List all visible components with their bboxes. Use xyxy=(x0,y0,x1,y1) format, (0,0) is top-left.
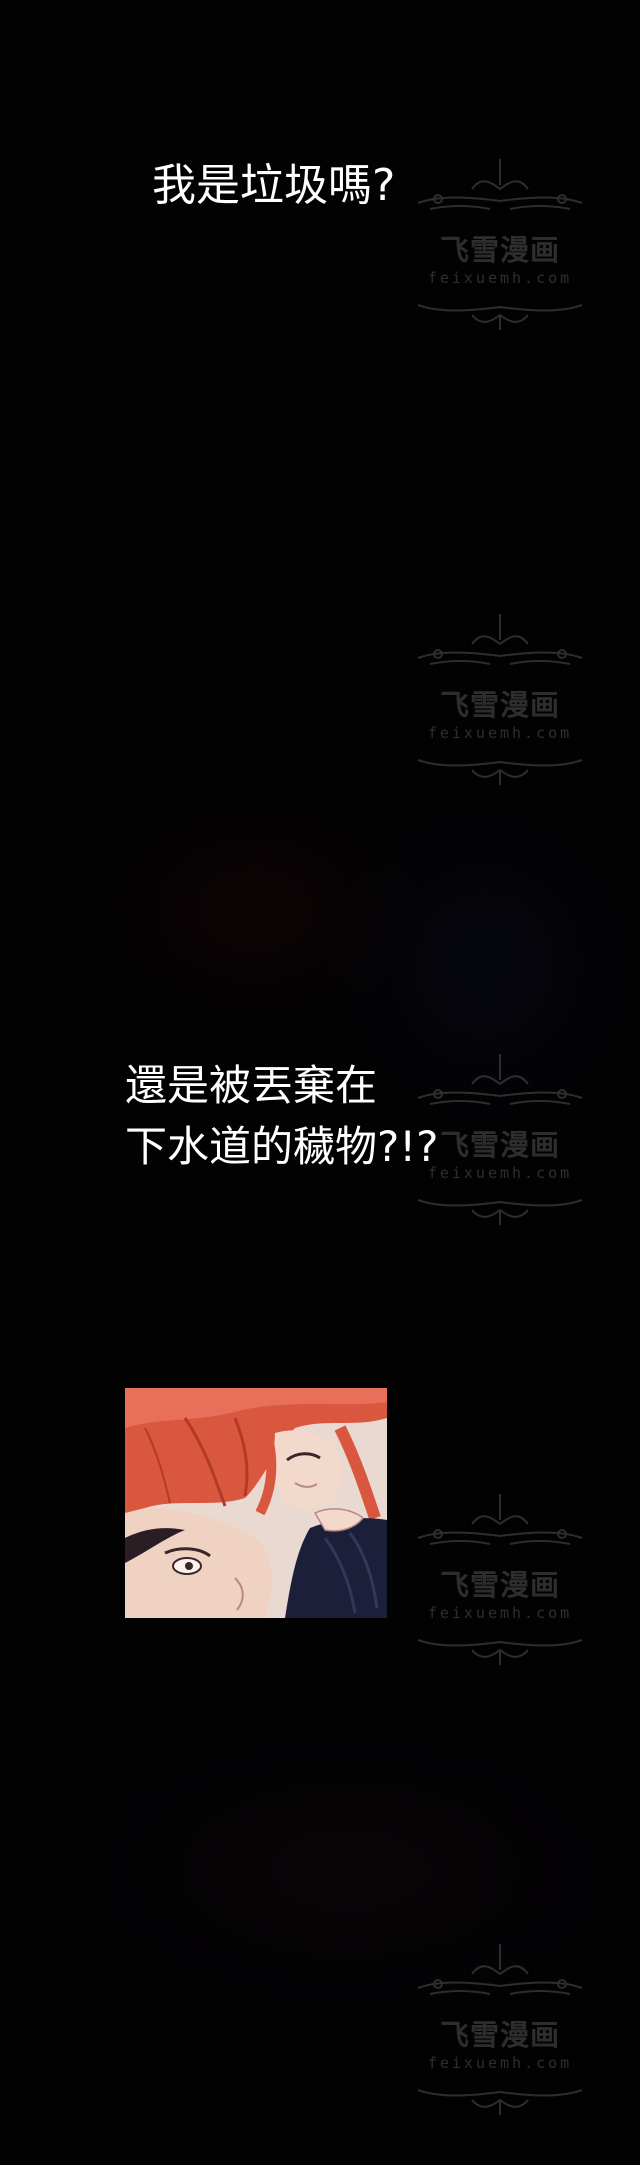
watermark-url: feixuemh.com xyxy=(427,269,573,287)
caption-second: 還是被丟棄在 下水道的穢物?!? xyxy=(125,1055,438,1177)
watermark-ornament-icon xyxy=(417,1494,583,1665)
caption-first: 我是垃圾嗎? xyxy=(152,160,396,211)
watermark-ornament-icon xyxy=(417,159,583,330)
watermark-title: 飞雪漫画 xyxy=(439,2018,560,2052)
watermark: 飞雪漫画 feixuemh.com xyxy=(400,1940,600,2115)
watermark-url: feixuemh.com xyxy=(427,724,573,742)
watermark-url: feixuemh.com xyxy=(427,1604,573,1622)
comic-panel xyxy=(125,1388,387,1618)
caption-second-line-2: 下水道的穢物?!? xyxy=(125,1122,439,1171)
watermark: 飞雪漫画 feixuemh.com xyxy=(400,155,600,330)
watermark-title: 飞雪漫画 xyxy=(439,1568,560,1602)
comic-panel-illustration xyxy=(125,1388,387,1618)
watermark-title: 飞雪漫画 xyxy=(439,233,560,267)
caption-second-line-1: 還是被丟棄在 xyxy=(125,1061,378,1110)
watermark-title: 飞雪漫画 xyxy=(439,688,560,722)
watermark-url: feixuemh.com xyxy=(427,2054,573,2072)
background-red-shade xyxy=(90,790,420,1030)
watermark-ornament-icon xyxy=(417,614,583,785)
watermark: 飞雪漫画 feixuemh.com xyxy=(400,1490,600,1665)
background-bottom-shade xyxy=(60,1720,640,2020)
watermark: 飞雪漫画 feixuemh.com xyxy=(400,610,600,785)
watermark-ornament-icon xyxy=(417,1944,583,2115)
